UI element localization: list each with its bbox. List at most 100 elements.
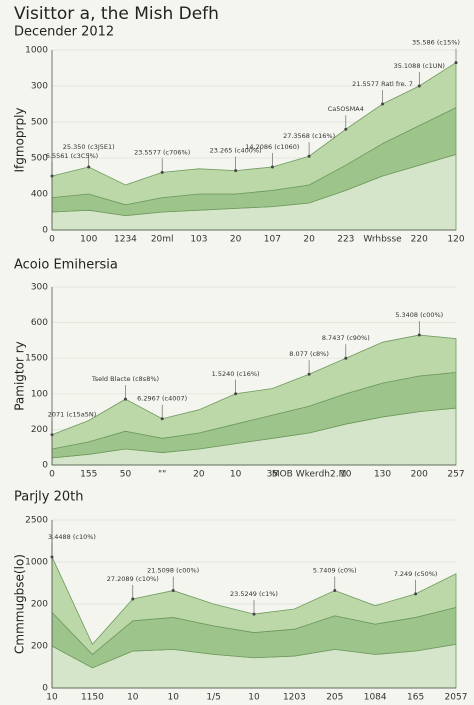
value-label: 2071 (c15a5N) — [48, 411, 97, 419]
x-tick-label: Wrhbsse — [363, 235, 402, 245]
x-tick-label: 20 — [303, 235, 315, 245]
value-label: 5.7409 (c0%) — [313, 567, 357, 575]
y-tick-label: 1000 — [25, 46, 48, 56]
chart-title: Decender 2012 — [14, 25, 114, 40]
value-label: 5.3408 (c00%) — [395, 311, 443, 319]
x-tick-label: 1/5 — [206, 693, 220, 703]
value-label: 35.586 (c15%) — [412, 39, 460, 47]
value-label: 8.077 (c8%) — [289, 350, 329, 358]
chart-title: Acoio Emihersia — [14, 258, 118, 273]
y-axis-label: Ifgmoprply — [13, 107, 27, 172]
value-label: 23.5249 (c1%) — [230, 590, 278, 598]
y-tick-label: 300 — [31, 283, 48, 293]
y-axis-label: Cmmmugbse(lo) — [13, 554, 27, 654]
x-tick-label: 120 — [447, 235, 464, 245]
x-tick-label: 10 — [248, 693, 260, 703]
value-label: Ca5OSMA4 — [328, 105, 364, 113]
label-dot — [344, 127, 348, 131]
value-label: 6.5561 (c3C5%) — [46, 152, 98, 160]
label-dot — [131, 597, 135, 601]
y-tick-label: 500 — [31, 154, 48, 164]
x-tick-label: 35 — [267, 470, 278, 480]
x-tick-label: 103 — [190, 235, 207, 245]
x-tick-label: 10 — [46, 693, 58, 703]
label-dot — [123, 397, 127, 401]
x-tick-label: 100 — [80, 235, 97, 245]
page-title: Visittor a, the Mish Defh — [14, 4, 219, 24]
x-tick-label: MOB Wkerdh2.M — [272, 470, 347, 480]
x-tick-label: "" — [158, 470, 166, 480]
value-label: 14.2086 (c1060) — [245, 143, 299, 151]
x-tick-label: 220 — [411, 235, 428, 245]
value-label: 7.249 (c50%) — [394, 570, 438, 578]
x-tick-label: 20 — [230, 235, 242, 245]
y-tick-label: 1500 — [25, 354, 48, 364]
y-tick-label: 0 — [42, 684, 48, 694]
label-dot — [160, 170, 164, 174]
x-tick-label: 165 — [407, 693, 424, 703]
y-tick-label: 0 — [42, 461, 48, 471]
value-label: 1.5240 (c16%) — [212, 370, 260, 378]
chart-title: Parjly 20th — [14, 490, 84, 505]
x-tick-label: 200 — [411, 470, 428, 480]
y-tick-label: 2500 — [25, 516, 48, 526]
x-tick-label: 20ml — [151, 235, 174, 245]
x-tick-label: 155 — [80, 470, 97, 480]
value-label: 25.350 (c3J5E1) — [63, 143, 115, 151]
x-tick-label: 10 — [230, 470, 242, 480]
y-tick-label: 500 — [31, 118, 48, 128]
label-dot — [381, 102, 385, 106]
value-label: 8.7437 (c90%) — [322, 334, 370, 342]
label-dot — [252, 612, 256, 616]
area — [51, 556, 457, 655]
value-label: 23.265 (c400%) — [210, 147, 262, 155]
y-tick-label: 300 — [31, 82, 48, 92]
label-dot — [417, 84, 421, 88]
y-tick-label: 400 — [31, 190, 48, 200]
label-dot — [234, 169, 238, 173]
label-dot — [344, 356, 348, 360]
value-label: 6.2967 (c4007) — [137, 395, 187, 403]
x-tick-label: 10 — [167, 693, 179, 703]
y-tick-label: 200 — [31, 642, 48, 652]
label-dot — [270, 165, 274, 169]
y-tick-label: 600 — [31, 318, 48, 328]
y-tick-label: 200 — [31, 600, 48, 610]
y-tick-label: 100 — [31, 389, 48, 399]
x-tick-label: 20 — [193, 470, 205, 480]
y-tick-label: 200 — [31, 425, 48, 435]
area — [51, 334, 457, 450]
value-label: 27.3568 (c16%) — [283, 132, 335, 140]
x-tick-label: 1150 — [81, 693, 104, 703]
value-label: 35.1088 (c1UN) — [394, 62, 445, 70]
x-tick-label: 10 — [127, 693, 139, 703]
value-label: 27.2089 (c10%) — [107, 575, 159, 583]
x-tick-label: 10 — [340, 470, 352, 480]
x-tick-label: 130 — [374, 470, 391, 480]
label-dot — [171, 589, 175, 593]
value-label: 23.5577 (c706%) — [134, 148, 190, 156]
value-label: 21.5098 (c00%) — [147, 567, 199, 575]
label-dot — [87, 165, 91, 169]
x-tick-label: 1203 — [283, 693, 306, 703]
x-tick-label: 2057 — [445, 693, 468, 703]
x-tick-label: 0 — [49, 235, 55, 245]
x-tick-label: 257 — [447, 470, 464, 480]
x-tick-label: 223 — [337, 235, 354, 245]
label-dot — [160, 417, 164, 421]
y-tick-label: 0 — [42, 226, 48, 236]
label-dot — [307, 372, 311, 376]
value-label: 21.5577 Ratl fre. 7 — [352, 80, 413, 88]
value-label: Tseld Blacte (c8s8%) — [91, 375, 159, 383]
x-tick-label: 107 — [264, 235, 281, 245]
label-dot — [333, 589, 337, 593]
x-tick-label: 0 — [49, 470, 55, 480]
y-axis-label: Pamigtor ry — [13, 341, 27, 411]
label-dot — [454, 61, 458, 65]
x-tick-label: 1084 — [364, 693, 387, 703]
label-dot — [234, 392, 238, 396]
label-dot — [414, 592, 418, 596]
label-dot — [307, 154, 311, 158]
x-tick-label: 1234 — [114, 235, 137, 245]
